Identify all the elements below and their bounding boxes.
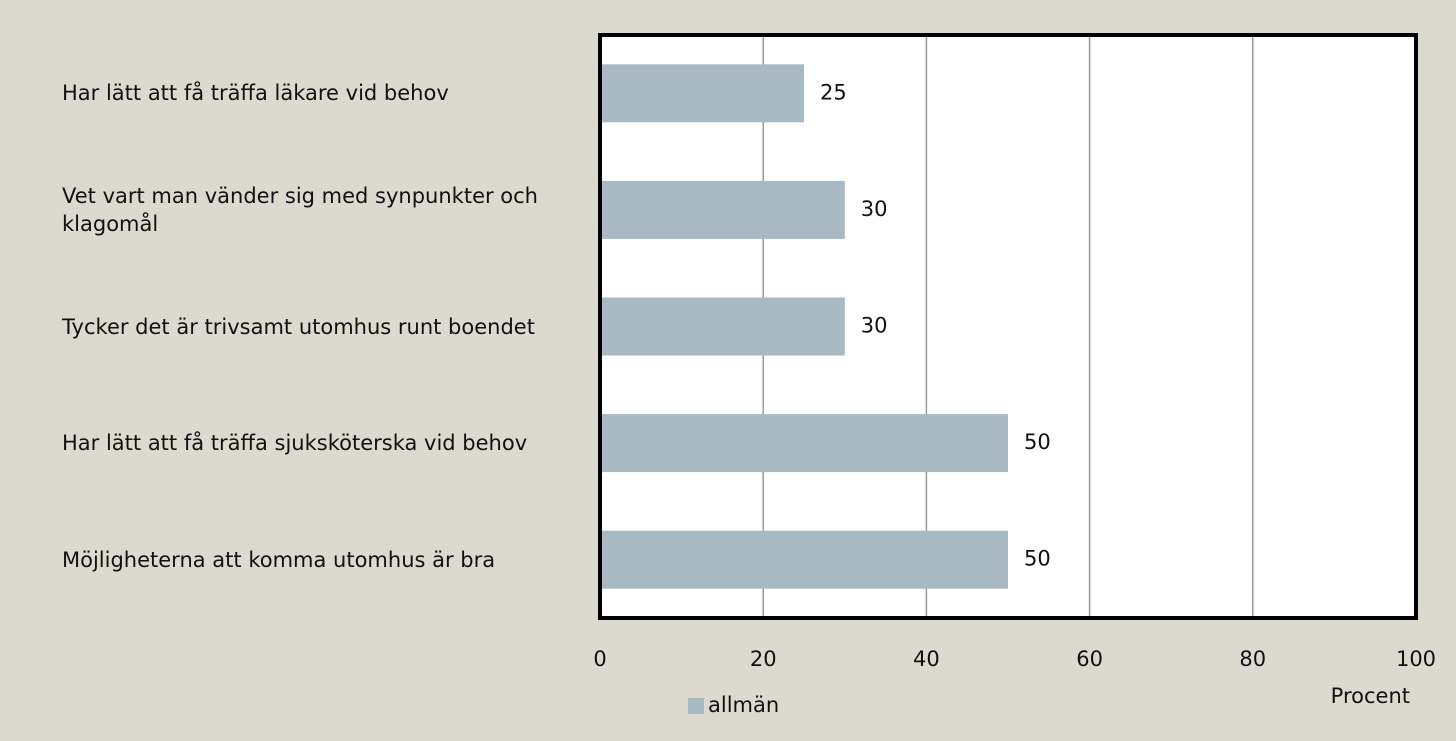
x-axis-label: Procent <box>1331 684 1410 708</box>
bar <box>600 180 845 239</box>
bar <box>600 414 1008 473</box>
value-label: 50 <box>1024 430 1051 454</box>
category-label: Vet vart man vänder sig med synpunkter o… <box>62 183 538 236</box>
x-tick-label: 0 <box>593 647 606 671</box>
x-tick-label: 60 <box>1076 647 1103 671</box>
value-label: 30 <box>861 314 888 338</box>
value-label: 50 <box>1024 547 1051 571</box>
value-label: 25 <box>820 80 847 104</box>
category-label: Har lätt att få träffa läkare vid behov <box>62 81 449 106</box>
category-label: Har lätt att få träffa sjuksköterska vid… <box>62 431 528 456</box>
x-tick-label: 20 <box>750 647 777 671</box>
bar <box>600 64 804 123</box>
plot-border <box>598 33 1418 620</box>
bar <box>600 297 845 356</box>
bar <box>600 530 1008 589</box>
x-tick-label: 40 <box>913 647 940 671</box>
category-label: Tycker det är trivsamt utomhus runt boen… <box>62 314 535 339</box>
legend-label: allmän <box>708 693 779 717</box>
x-tick-label: 100 <box>1396 647 1436 671</box>
legend-swatch <box>688 698 704 714</box>
category-label: Möjligheterna att komma utomhus är bra <box>62 547 496 572</box>
value-label: 30 <box>861 197 888 221</box>
x-tick-label: 80 <box>1239 647 1266 671</box>
